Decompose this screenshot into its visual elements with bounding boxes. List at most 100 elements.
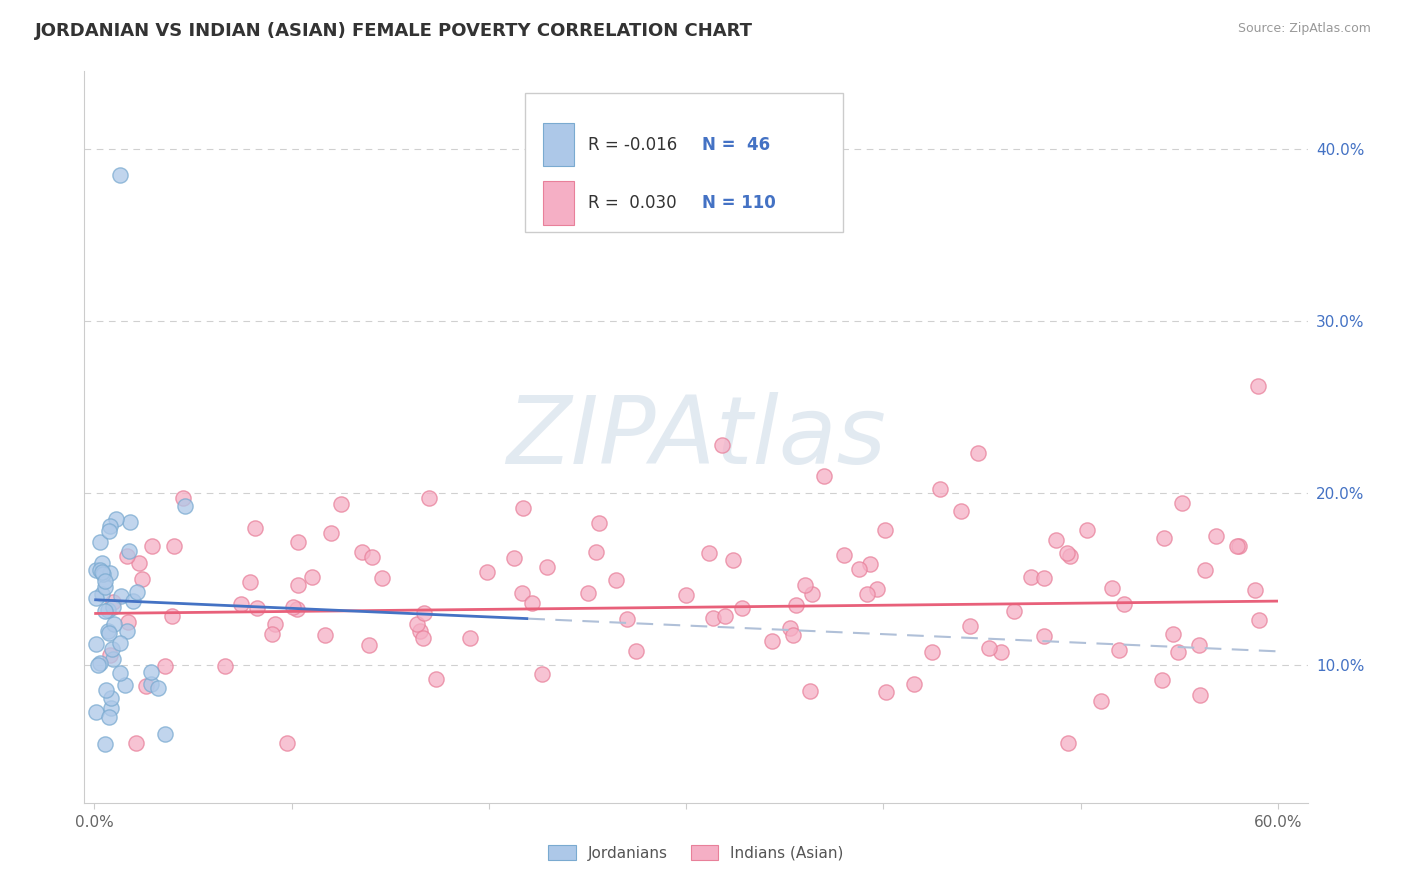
Point [1150,673,1173,687]
Point [86,657,108,672]
Point [856,587,879,601]
Point [314,628,336,642]
Legend: Jordanians, Indians (Asian): Jordanians, Indians (Asian) [540,837,852,868]
Point [91,566,114,581]
Point [794,578,817,592]
Point [98,648,121,662]
Point [875,685,897,699]
Point [89,656,111,670]
Point [624,644,647,658]
Point [412,631,434,645]
Point [127,584,149,599]
Point [1205,528,1227,542]
Point [135,679,157,693]
Point [114,678,136,692]
Point [977,641,1000,656]
Point [110,666,132,681]
Point [101,595,124,609]
Point [711,438,734,452]
Point [118,544,141,558]
Point [1243,583,1265,598]
Point [84,637,107,651]
Point [287,534,309,549]
Point [98,518,121,533]
Point [94,737,117,751]
Point [361,549,384,564]
Point [276,735,298,749]
Point [475,566,498,580]
Point [1002,604,1025,618]
Point [350,545,373,559]
Point [848,562,870,576]
Point [1059,549,1081,563]
Point [1189,688,1212,702]
Point [229,597,252,611]
Point [90,587,112,601]
Point [785,598,807,612]
Point [779,621,801,635]
Point [155,726,177,740]
Point [153,659,176,673]
Point [146,681,169,695]
Point [243,521,266,535]
Point [1171,496,1194,510]
Point [782,628,804,642]
Point [263,616,285,631]
Point [285,602,308,616]
Point [98,710,121,724]
Point [319,526,342,541]
Point [172,491,194,506]
Point [1249,613,1271,627]
Point [91,556,114,570]
Point [418,491,440,505]
Point [616,612,638,626]
Point [128,556,150,570]
Point [100,701,122,715]
Point [409,624,432,639]
Point [503,550,526,565]
Point [84,591,107,605]
Point [139,665,162,679]
Point [1153,532,1175,546]
Point [89,563,111,577]
Point [103,617,125,632]
Point [94,574,117,589]
Point [1227,539,1250,553]
Point [929,482,952,496]
Point [260,627,283,641]
Point [903,677,925,691]
Point [714,608,737,623]
Point [1161,627,1184,641]
Point [959,619,981,633]
Point [801,587,824,601]
Point [97,624,120,638]
FancyBboxPatch shape [524,94,842,232]
Point [110,589,132,603]
Point [1019,570,1042,584]
Point [990,645,1012,659]
Point [967,446,990,460]
Point [281,599,304,614]
Point [93,604,115,618]
Text: JORDANIAN VS INDIAN (ASIAN) FEMALE POVERTY CORRELATION CHART: JORDANIAN VS INDIAN (ASIAN) FEMALE POVER… [35,22,754,40]
Point [406,616,429,631]
Point [702,611,724,625]
Point [115,549,138,564]
Point [239,575,262,590]
Point [512,501,534,516]
Point [1045,533,1067,547]
Point [100,690,122,705]
Point [520,596,543,610]
Point [1056,546,1078,560]
Point [287,578,309,592]
Point [97,626,120,640]
Point [100,642,122,657]
Point [90,566,112,580]
Point [921,644,943,658]
Point [214,658,236,673]
Point [588,516,610,530]
Point [425,672,447,686]
Point [731,601,754,615]
Text: ZIPAtlas: ZIPAtlas [506,392,886,483]
Point [1076,523,1098,537]
